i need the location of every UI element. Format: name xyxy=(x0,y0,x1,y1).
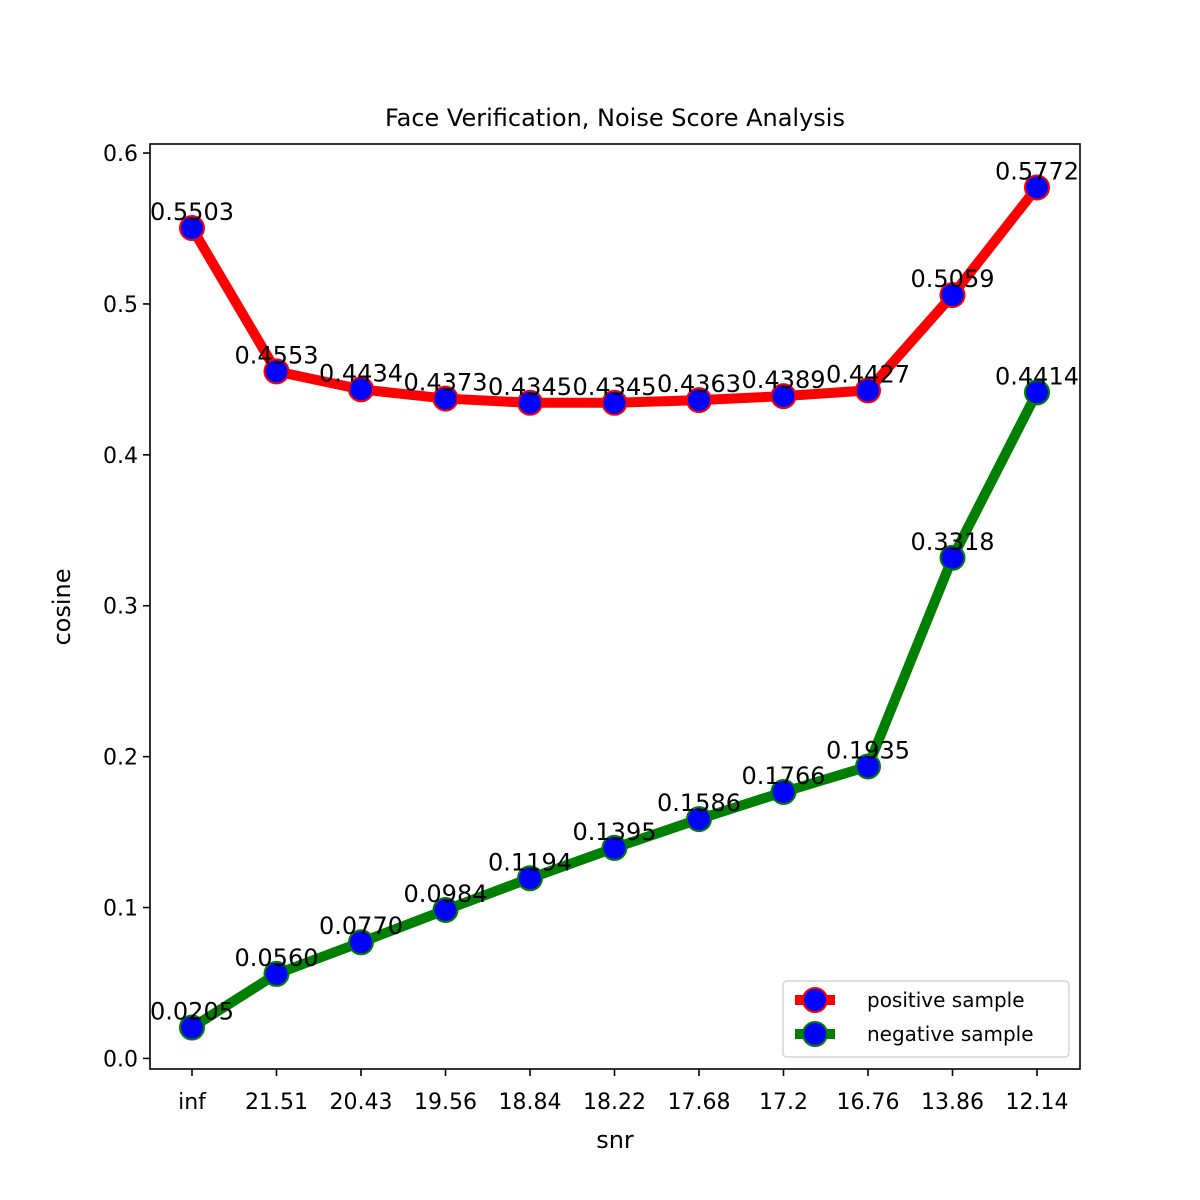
legend-box xyxy=(782,980,1070,1058)
x-tick-label: 13.86 xyxy=(921,1090,984,1115)
x-axis-label: snr xyxy=(596,1126,634,1154)
chart-title: Face Verification, Noise Score Analysis xyxy=(385,104,845,132)
x-tick-label: 17.68 xyxy=(668,1090,731,1115)
y-tick-label: 0.3 xyxy=(103,595,138,620)
data-point xyxy=(855,753,881,780)
data-label: 0.4414 xyxy=(995,362,1079,390)
legend-label: positive sample xyxy=(867,988,1025,1012)
data-label: 0.4427 xyxy=(826,360,910,388)
legend: positive sample negative sample xyxy=(782,980,1070,1058)
data-label: 0.1586 xyxy=(657,789,741,817)
data-label: 0.5059 xyxy=(911,265,995,293)
data-point xyxy=(179,1014,205,1041)
data-label: 0.4389 xyxy=(742,366,826,394)
data-point xyxy=(517,389,543,416)
data-point xyxy=(179,215,205,242)
data-label: 0.4373 xyxy=(404,369,488,397)
data-point xyxy=(348,929,374,956)
y-tick-label: 0.1 xyxy=(103,897,138,922)
legend-label: negative sample xyxy=(867,1022,1034,1046)
y-tick-label: 0.5 xyxy=(103,293,138,318)
y-tick-label: 0.0 xyxy=(103,1047,138,1072)
data-point xyxy=(263,358,290,385)
data-point xyxy=(601,389,628,416)
data-point xyxy=(939,544,966,571)
data-point xyxy=(263,960,290,987)
data-label: 0.1935 xyxy=(826,736,910,764)
data-point xyxy=(1024,174,1050,201)
plot-area: 0.0 0.1 0.2 0.3 0.4 0.5 0.6 inf 21.51 20.43 19.56 1… xyxy=(103,142,1079,1115)
data-label: 0.1395 xyxy=(573,818,657,846)
plot-frame xyxy=(149,143,1081,1070)
x-tick-label: inf xyxy=(178,1090,207,1115)
x-tick-label: 18.22 xyxy=(583,1090,646,1115)
data-label: 0.3318 xyxy=(911,528,995,556)
data-label: 0.5503 xyxy=(150,198,234,226)
y-tick-label: 0.4 xyxy=(103,444,138,469)
data-label: 0.0984 xyxy=(404,880,488,908)
legend-marker xyxy=(802,987,828,1013)
data-point xyxy=(348,376,374,403)
data-label: 0.4553 xyxy=(235,341,319,369)
data-label: 0.0770 xyxy=(319,912,403,940)
data-label: 0.0205 xyxy=(150,998,234,1026)
data-label: 0.4363 xyxy=(657,370,741,398)
data-label: 0.0560 xyxy=(235,944,319,972)
data-label: 0.4345 xyxy=(573,373,657,401)
data-point xyxy=(432,896,459,923)
data-point xyxy=(1024,379,1050,406)
data-label: 0.4434 xyxy=(319,359,403,387)
data-point xyxy=(770,383,797,410)
x-tick-label: 18.84 xyxy=(499,1090,562,1115)
data-point xyxy=(686,387,712,414)
data-point xyxy=(855,377,881,404)
x-tick-label: 19.56 xyxy=(414,1090,477,1115)
data-point xyxy=(601,834,628,861)
data-label: 0.4345 xyxy=(488,373,572,401)
x-tick-label: 17.2 xyxy=(759,1090,808,1115)
data-label: 0.1766 xyxy=(742,762,826,790)
x-tick-label: 20.43 xyxy=(330,1090,393,1115)
data-point xyxy=(517,865,543,892)
x-tick-label: 12.14 xyxy=(1006,1090,1069,1115)
data-label: 0.5772 xyxy=(995,157,1079,185)
legend-marker xyxy=(802,1021,828,1047)
data-label: 0.1194 xyxy=(488,848,572,876)
y-tick-label: 0.6 xyxy=(103,142,138,167)
y-axis-label: cosine xyxy=(48,568,76,645)
data-point xyxy=(939,282,966,309)
x-tick-label: 16.76 xyxy=(837,1090,900,1115)
y-tick-label: 0.2 xyxy=(103,746,138,771)
x-tick-label: 21.51 xyxy=(245,1090,308,1115)
data-point xyxy=(686,806,712,833)
data-point xyxy=(432,385,459,412)
data-point xyxy=(770,778,797,805)
